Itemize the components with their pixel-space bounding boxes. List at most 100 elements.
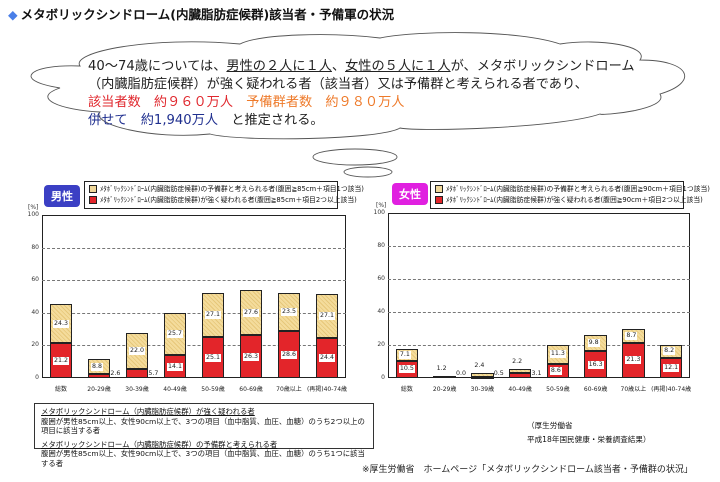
summary-metabolic-count: 該当者数 約９６０万人 [88, 95, 234, 110]
male-badge: 男性 [44, 185, 80, 207]
summary-text-1a: 40～74歳については、 [88, 59, 227, 74]
legend-item-preliminary: ﾒﾀﾎﾞﾘｯｸｼﾝﾄﾞﾛｰﾑ(内臓脂肪症候群)の予備群と考えられる者(腹囲≧85… [89, 184, 364, 195]
source-line-1: （厚生労働省 [527, 421, 573, 430]
value-label: 7.1 [398, 350, 411, 359]
female-legend: ﾒﾀﾎﾞﾘｯｸｼﾝﾄﾞﾛｰﾑ(内臓脂肪症候群)の予備群と考えられる者(腹囲≧90… [430, 181, 710, 209]
value-label: 8.2 [663, 347, 676, 356]
y-tick-label: 20 [377, 341, 385, 348]
value-label: 8.7 [625, 331, 638, 340]
value-label: 12.1 [663, 364, 680, 373]
value-label: 23.5 [281, 308, 298, 317]
summary-line-2: （内臓脂肪症候群）が強く疑われる者（該当者）又は予備群と考えられる者であり、 [88, 77, 588, 92]
plot-area [388, 213, 690, 378]
y-tick-label: 80 [31, 243, 39, 251]
value-label: 24.4 [319, 354, 336, 363]
bar-segment-preliminary [508, 369, 532, 373]
thought-cloud [30, 32, 685, 178]
summary-line-4: 併せて 約1,940万人 と推定される。 [88, 112, 635, 130]
bar-segment-metabolic [471, 377, 494, 380]
y-tick-label: 60 [31, 276, 39, 284]
preliminary-swatch-icon [435, 185, 443, 193]
male-legend: ﾒﾀﾎﾞﾘｯｸｼﾝﾄﾞﾛｰﾑ(内臓脂肪症候群)の予備群と考えられる者(腹囲≧85… [84, 181, 364, 209]
metabolic-swatch-icon [89, 196, 97, 204]
legend-label: ﾒﾀﾎﾞﾘｯｸｼﾝﾄﾞﾛｰﾑ(内臓脂肪症候群)が強く疑われる者(腹囲≧85cm＋… [100, 196, 357, 204]
value-label: 10.5 [398, 365, 415, 374]
gridline [388, 279, 690, 280]
gridline [42, 312, 346, 314]
summary-total-count: 併せて 約1,940万人 [88, 113, 219, 128]
legend-item-metabolic: ﾒﾀﾎﾞﾘｯｸｼﾝﾄﾞﾛｰﾑ(内臓脂肪症候群)が強く疑われる者(腹囲≧85cm＋… [89, 195, 357, 206]
summary-text-4: と推定される。 [231, 113, 324, 128]
y-tick-label: 20 [31, 341, 39, 349]
value-label: 3.1 [531, 370, 542, 377]
summary-text-1b: 、 [331, 59, 346, 74]
x-tick-label: 40-49歳 [163, 386, 187, 393]
y-tick-label: 0 [35, 374, 39, 381]
y-tick-label: 100 [27, 211, 39, 218]
value-label: 14.1 [167, 362, 184, 371]
value-label: 1.2 [436, 365, 447, 373]
gridline [388, 246, 690, 247]
value-label: 2.2 [512, 358, 523, 366]
x-tick-label: 70歳以上 [620, 386, 647, 393]
legend-item-metabolic: ﾒﾀﾎﾞﾘｯｸｼﾝﾄﾞﾛｰﾑ(内臓脂肪症候群)が強く疑われる者(腹囲≧90cm＋… [435, 195, 703, 206]
value-label: 27.1 [319, 312, 336, 321]
female-badge: 女性 [392, 183, 428, 205]
value-label: 9.8 [587, 339, 600, 348]
legend-label: ﾒﾀﾎﾞﾘｯｸｼﾝﾄﾞﾛｰﾑ(内臓脂肪症候群)の予備群と考えられる者(腹囲≧90… [446, 185, 710, 193]
x-tick-label: (再掲)40-74歳 [306, 386, 348, 393]
value-label: 0.0 [455, 370, 466, 377]
x-tick-label: 50-59歳 [546, 386, 570, 393]
x-tick-label: 60-69歳 [239, 386, 263, 393]
x-tick-label: 20-29歳 [432, 386, 457, 393]
summary-male-ratio: 男性の２人に１人 [226, 59, 332, 74]
summary-line-3: 該当者数 約９６０万人 予備群者数 約９８０万人 [88, 94, 635, 112]
value-label: 26.3 [243, 352, 260, 361]
y-tick-label: 80 [377, 242, 385, 249]
value-label: 8.8 [91, 362, 104, 371]
x-tick-label: 20-29歳 [87, 386, 111, 393]
plot-area [42, 215, 346, 378]
gridline [388, 312, 690, 313]
legend-label: ﾒﾀﾎﾞﾘｯｸｼﾝﾄﾞﾛｰﾑ(内臓脂肪症候群)が強く疑われる者(腹囲≧90cm＋… [446, 196, 703, 204]
value-label: 0.5 [493, 370, 504, 377]
legend-label: ﾒﾀﾎﾞﾘｯｸｼﾝﾄﾞﾛｰﾑ(内臓脂肪症候群)の予備群と考えられる者(腹囲≧85… [100, 185, 364, 193]
female-y-unit: [%] [376, 202, 387, 209]
page-title: ◆ メタボリックシンドローム(内臓脂肪症候群)該当者・予備軍の状況 [8, 4, 394, 23]
y-tick-label: 100 [373, 209, 385, 216]
summary-preliminary-count: 予備群者数 約９８０万人 [246, 95, 405, 110]
page-title-text: メタボリックシンドローム(内臓脂肪症候群)該当者・予備軍の状況 [20, 7, 395, 22]
footnote: ※厚生労働省 ホームページ「メタボリックシンドローム該当者・予備群の状況」 [362, 465, 693, 475]
summary-text-1c: が、メタボリックシンドローム [450, 59, 635, 74]
x-tick-label: 40-49歳 [508, 386, 532, 393]
definition-text-preliminary: 腹囲が男性85cm以上、女性90cm以上で、3つの項目（血中脂質、血圧、血糖）の… [41, 449, 365, 468]
value-label: 21.3 [625, 356, 642, 365]
x-tick-label: 30-39歳 [125, 386, 149, 393]
value-label: 25.1 [205, 353, 222, 362]
definition-text-metabolic: 腹囲が男性85cm以上、女性90cm以上で、3つの項目（血中脂質、血圧、血糖）の… [41, 416, 365, 436]
gridline [388, 345, 690, 346]
value-label: 27.6 [243, 308, 260, 317]
value-label: 11.3 [549, 350, 566, 359]
x-tick-label: 30-39歳 [470, 386, 495, 393]
legend-item-preliminary: ﾒﾀﾎﾞﾘｯｸｼﾝﾄﾞﾛｰﾑ(内臓脂肪症候群)の予備群と考えられる者(腹囲≧90… [435, 184, 710, 195]
definitions-box: メタボリックシンドローム（内臓脂肪症候群）が強く疑われる者 腹囲が男性85cm以… [34, 403, 374, 468]
x-tick-label: (再掲)40-74歳 [651, 386, 692, 393]
bar-segment-preliminary [433, 376, 456, 379]
value-label: 5.7 [148, 370, 159, 377]
value-label: 16.3 [587, 360, 604, 369]
value-label: 2.4 [474, 362, 485, 370]
summary-text: 40～74歳については、男性の２人に１人、女性の５人に１人が、メタボリックシンド… [88, 58, 635, 130]
value-label: 22.0 [129, 346, 146, 355]
male-y-unit: [%] [28, 204, 39, 211]
y-tick-label: 0 [381, 374, 385, 381]
bar-segment-metabolic [508, 372, 532, 378]
value-label: 25.7 [167, 330, 184, 339]
x-tick-label: 総数 [54, 386, 67, 393]
source-line-2: 平成18年国民健康・栄養調査結果） [527, 435, 651, 444]
value-label: 2.6 [110, 370, 121, 377]
summary-line-1: 40～74歳については、男性の２人に１人、女性の５人に１人が、メタボリックシンド… [88, 58, 635, 76]
value-label: 28.6 [281, 350, 298, 359]
y-tick-label: 40 [31, 308, 39, 316]
bar-segment-metabolic [87, 373, 111, 378]
